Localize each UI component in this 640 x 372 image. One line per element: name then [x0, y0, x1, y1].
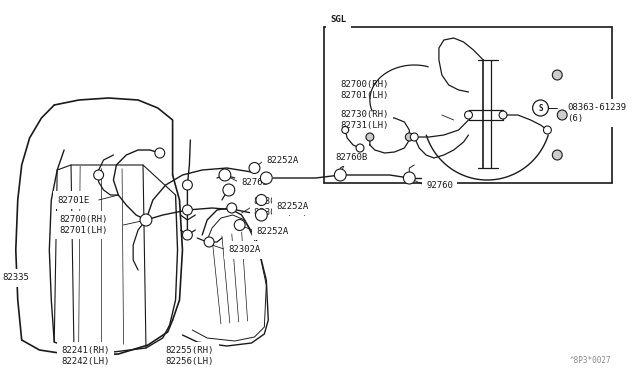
- Circle shape: [334, 169, 346, 181]
- Text: 82760B: 82760B: [335, 153, 367, 161]
- Circle shape: [260, 172, 272, 184]
- Circle shape: [255, 209, 268, 221]
- Circle shape: [366, 133, 374, 141]
- Circle shape: [223, 184, 235, 196]
- Circle shape: [256, 195, 267, 205]
- Text: 82302A: 82302A: [229, 246, 261, 254]
- Circle shape: [204, 237, 214, 247]
- Circle shape: [234, 219, 245, 231]
- Text: 82700(RH)
82701(LH): 82700(RH) 82701(LH): [59, 215, 108, 235]
- Circle shape: [219, 169, 231, 181]
- Text: 82763: 82763: [242, 177, 269, 186]
- Text: 82300 (RH)
82301 (LH): 82300 (RH) 82301 (LH): [255, 197, 308, 217]
- Text: 82701E: 82701E: [57, 196, 90, 205]
- Text: 92760: 92760: [426, 180, 453, 189]
- Text: ^8P3*0027: ^8P3*0027: [570, 356, 612, 365]
- Circle shape: [552, 150, 562, 160]
- Circle shape: [93, 170, 104, 180]
- Text: 82252A: 82252A: [276, 202, 308, 211]
- Circle shape: [342, 126, 349, 134]
- Text: 08363-61239
(6): 08363-61239 (6): [567, 103, 627, 123]
- Circle shape: [155, 148, 164, 158]
- Circle shape: [465, 111, 472, 119]
- Circle shape: [557, 110, 567, 120]
- Text: 82252A: 82252A: [257, 227, 289, 235]
- Circle shape: [499, 111, 507, 119]
- Text: 82255(RH)
82256(LH): 82255(RH) 82256(LH): [166, 346, 214, 366]
- Text: 82335: 82335: [2, 273, 29, 282]
- Circle shape: [403, 172, 415, 184]
- Text: 82252A: 82252A: [266, 155, 298, 164]
- Circle shape: [552, 70, 562, 80]
- Circle shape: [405, 133, 413, 141]
- Text: 82730(RH)
82731(LH): 82730(RH) 82731(LH): [340, 110, 388, 130]
- Circle shape: [182, 205, 193, 215]
- Text: 82700(RH)
82701(LH): 82700(RH) 82701(LH): [340, 80, 388, 100]
- Circle shape: [410, 133, 418, 141]
- Circle shape: [182, 180, 193, 190]
- Circle shape: [227, 203, 237, 213]
- Circle shape: [140, 214, 152, 226]
- Circle shape: [532, 100, 548, 116]
- Circle shape: [182, 230, 193, 240]
- Circle shape: [543, 126, 551, 134]
- Circle shape: [249, 163, 260, 173]
- Circle shape: [356, 144, 364, 152]
- Text: SGL: SGL: [330, 15, 346, 23]
- Text: S: S: [538, 103, 543, 112]
- Text: 82241(RH)
82242(LH): 82241(RH) 82242(LH): [61, 346, 109, 366]
